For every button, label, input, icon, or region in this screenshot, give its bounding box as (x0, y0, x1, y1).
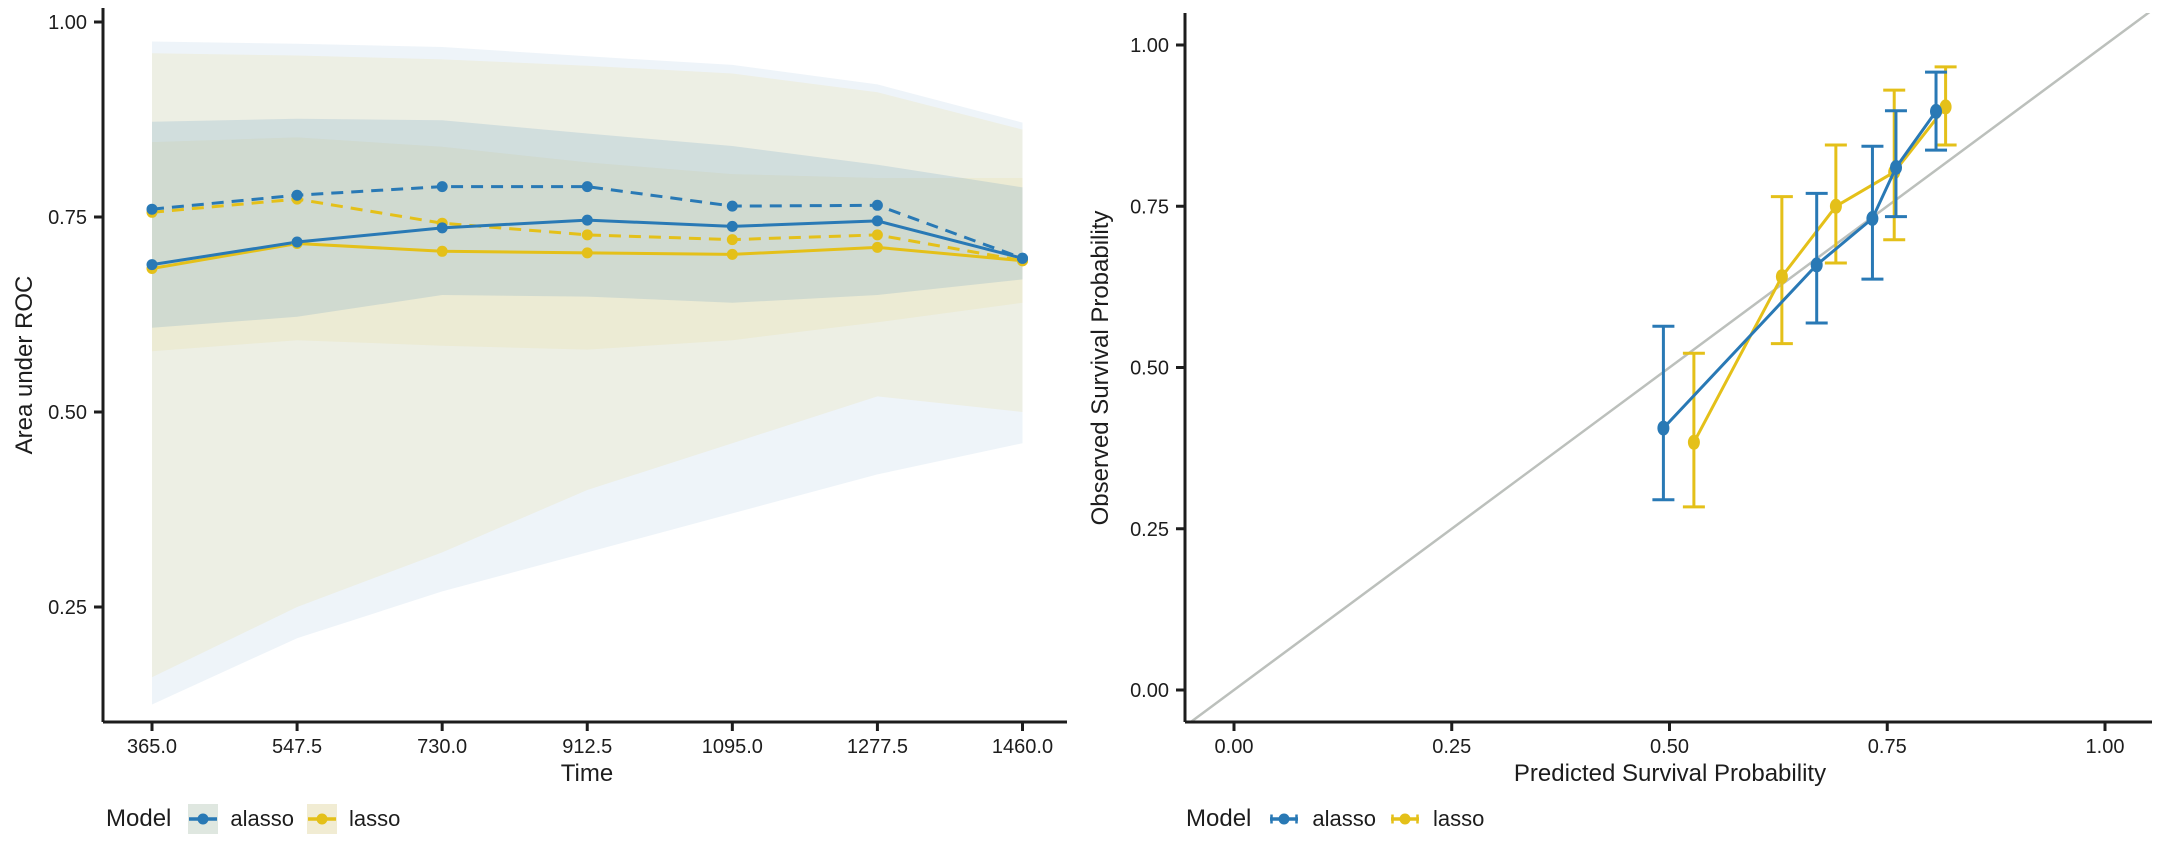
x-tick-label: 0.25 (1432, 736, 1471, 758)
y-tick-label: 0.50 (1130, 358, 1169, 380)
data-point-alasso-solid (1017, 252, 1028, 264)
left-legend: Model alasso lasso (106, 796, 400, 842)
x-tick-label: 547.5 (272, 736, 322, 758)
alasso-errorbar-key-icon (1268, 804, 1300, 834)
y-tick-label: 0.50 (48, 402, 87, 424)
data-point-alasso-solid (146, 259, 158, 271)
ribbon-lasso-outer (152, 53, 1023, 678)
reference-line (1188, 13, 2151, 722)
left-legend-title: Model (106, 805, 172, 832)
left-legend-item-alasso: alasso (188, 804, 294, 834)
data-point-alasso (1890, 160, 1902, 175)
x-tick-label: 0.00 (1215, 736, 1254, 758)
data-point-alasso (1810, 257, 1823, 273)
x-tick-label: 730.0 (417, 736, 467, 758)
x-tick-label: 0.50 (1650, 736, 1689, 758)
data-point-alasso-solid (436, 222, 448, 234)
data-point-alasso (1657, 420, 1670, 436)
left-legend-label-lasso: lasso (348, 806, 401, 831)
x-tick-label: 1095.0 (702, 736, 763, 758)
data-point-lasso-dashed (726, 234, 738, 246)
reference-line-group (1188, 13, 2151, 722)
data-point-lasso-solid (871, 241, 883, 253)
data-point-alasso (1866, 211, 1879, 226)
right-legend-label-alasso: alasso (1312, 806, 1376, 831)
data-point-lasso-dashed (581, 229, 593, 241)
y-tick-label: 0.25 (1130, 519, 1169, 541)
data-point-lasso (1829, 198, 1842, 214)
y-tick-label: 1.00 (48, 12, 87, 34)
data-point-lasso-solid (436, 245, 448, 257)
left-y-axis-title: Area under ROC (11, 276, 38, 455)
data-point-alasso-dashed (436, 181, 448, 193)
x-tick-label: 365.0 (127, 736, 177, 758)
x-tick-label: 912.5 (562, 736, 612, 758)
left-plot: 1.00 0.75 0.50 0.25 365.0 547.5 730.0 912.5 1095… (48, 8, 1067, 758)
y-tick-label: 0.75 (1130, 196, 1169, 218)
y-tick-label: 1.00 (1130, 35, 1169, 57)
y-tick-label: 0.25 (48, 597, 87, 619)
data-point-alasso-solid (871, 215, 883, 227)
series-line-lasso (1692, 105, 1947, 444)
x-tick-label: 1460.0 (992, 736, 1053, 758)
lasso-ribbon-line-key-icon (306, 804, 337, 834)
data-point-lasso (1939, 99, 1952, 115)
right-x-axis-title: Predicted Survival Probability (1514, 760, 1826, 787)
right-y-axis-title: Observed Survival Probability (1087, 211, 1114, 526)
data-point-lasso-dashed (871, 229, 883, 241)
data-point-alasso-solid (291, 236, 303, 248)
data-point-alasso-solid (726, 220, 738, 232)
left-legend-item-lasso: lasso (306, 804, 401, 834)
data-point-lasso-solid (581, 247, 593, 259)
data-point-alasso-dashed (146, 203, 158, 215)
right-legend-label-lasso: lasso (1432, 806, 1485, 831)
data-point-lasso-solid (726, 248, 738, 260)
x-tick-label: 1.00 (2086, 736, 2125, 758)
data-point-lasso (1687, 434, 1700, 450)
data-point-lasso (1775, 269, 1788, 285)
left-legend-label-alasso: alasso (230, 806, 294, 831)
data-point-alasso-dashed (871, 199, 883, 211)
ribbon-alasso-outer (152, 41, 1023, 705)
right-legend-title: Model (1186, 805, 1252, 832)
x-tick-label: 1277.5 (847, 736, 908, 758)
ribbon-lasso-inner (152, 137, 1023, 352)
lasso-errorbar-key-icon (1389, 804, 1421, 834)
x-tick-label: 0.75 (1868, 736, 1907, 758)
right-legend-item-lasso: lasso (1389, 804, 1484, 834)
alasso-ribbon-line-key-icon (188, 804, 219, 834)
right-plot: 1.00 0.75 0.50 0.25 0.00 0.00 0.25 0.50 0.75 1.00 (1130, 13, 2152, 758)
data-point-alasso-dashed (581, 181, 593, 193)
data-point-alasso-dashed (726, 200, 738, 212)
left-x-axis-title: Time (561, 760, 613, 787)
y-tick-label: 0.00 (1130, 680, 1169, 702)
right-legend-item-alasso: alasso (1268, 804, 1376, 834)
data-point-alasso-solid (581, 214, 593, 226)
right-legend: Model alasso lasso (1186, 796, 1484, 842)
y-tick-label: 0.75 (48, 207, 87, 229)
data-point-alasso (1930, 103, 1942, 119)
data-point-alasso-dashed (291, 189, 303, 201)
